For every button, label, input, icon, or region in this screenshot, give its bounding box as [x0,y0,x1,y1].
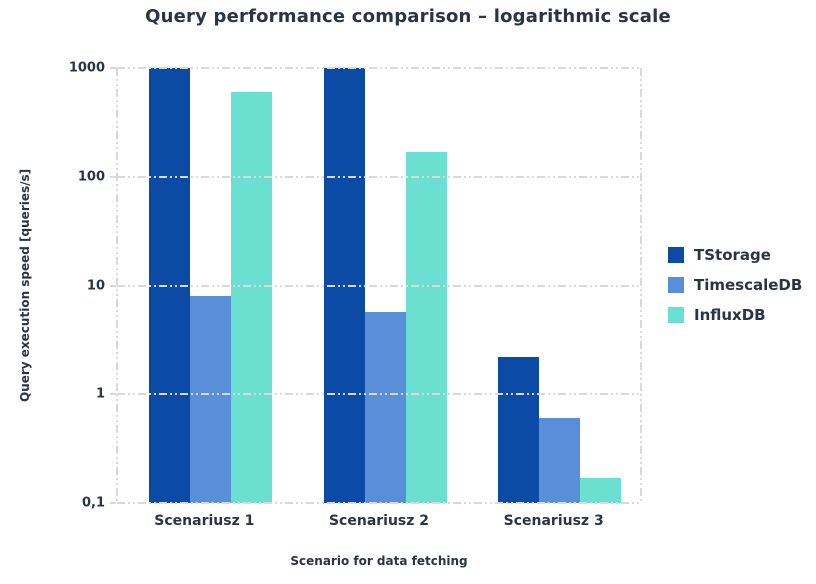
legend: TStorage TimescaleDB InfluxDB [668,246,802,336]
x-axis-title: Scenario for data fetching [290,554,468,568]
y-tick-mark [110,502,116,504]
x-category-label-1: Scenariusz 1 [154,513,255,529]
x-axis-category-labels: Scenariusz 1 Scenariusz 2 Scenariusz 3 [117,513,641,529]
y-tick-mark [110,67,116,69]
bar-timescaledb-1 [189,296,231,503]
y-tick-label: 10 [86,278,105,293]
plot-area [110,67,642,504]
legend-label: TimescaleDB [694,276,803,294]
y-tick-mark [110,284,116,287]
y-tick-label: 1 [95,386,105,402]
legend-swatch-icon [668,247,684,263]
legend-item-influxdb: InfluxDB [668,306,802,324]
bar-group-3 [466,68,641,503]
y-tick-label: 100 [77,169,105,185]
gridline-y-1000 [117,67,641,69]
y-tick-mark [110,175,116,178]
bar-influxdb-3 [580,477,622,503]
y-tick-mark [110,393,116,396]
gridline-y-100 [117,175,641,178]
bar-influxdb-1 [230,92,272,503]
legend-label: InfluxDB [694,306,766,324]
bar-row [498,68,622,503]
legend-swatch-icon [668,307,684,323]
plot-border-right [640,68,642,503]
legend-item-tstorage: TStorage [668,246,802,264]
bar-influxdb-2 [405,151,447,503]
x-category-label-3: Scenariusz 3 [503,513,604,529]
x-category-label-2: Scenariusz 2 [328,513,430,529]
y-tick-label: 1000 [68,60,105,76]
y-tick-label: 0,1 [81,495,105,511]
bar-timescaledb-3 [539,418,581,503]
gridline-y-1 [117,393,641,396]
legend-swatch-icon [668,277,684,293]
legend-item-timescaledb: TimescaleDB [668,276,802,294]
legend-label: TStorage [694,246,771,264]
gridline-y-10 [117,284,641,287]
gridline-y-0,1 [117,502,641,504]
y-axis-tick-labels: 1000 100 10 1 0,1 [0,61,117,511]
bar-tstorage-3 [498,357,540,503]
bar-timescaledb-2 [364,312,406,503]
chart-title: Query performance comparison – logarithm… [145,6,671,27]
